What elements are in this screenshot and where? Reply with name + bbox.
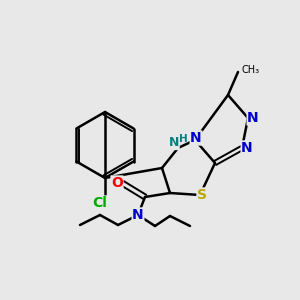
- Text: CH₃: CH₃: [241, 65, 259, 75]
- Text: N: N: [247, 111, 259, 125]
- Text: S: S: [197, 188, 207, 202]
- Text: N: N: [241, 141, 253, 155]
- Text: H: H: [178, 134, 188, 144]
- Text: N: N: [169, 136, 179, 149]
- Text: N: N: [190, 131, 202, 145]
- Text: N: N: [132, 208, 144, 222]
- Text: Cl: Cl: [93, 196, 107, 210]
- Text: O: O: [111, 176, 123, 190]
